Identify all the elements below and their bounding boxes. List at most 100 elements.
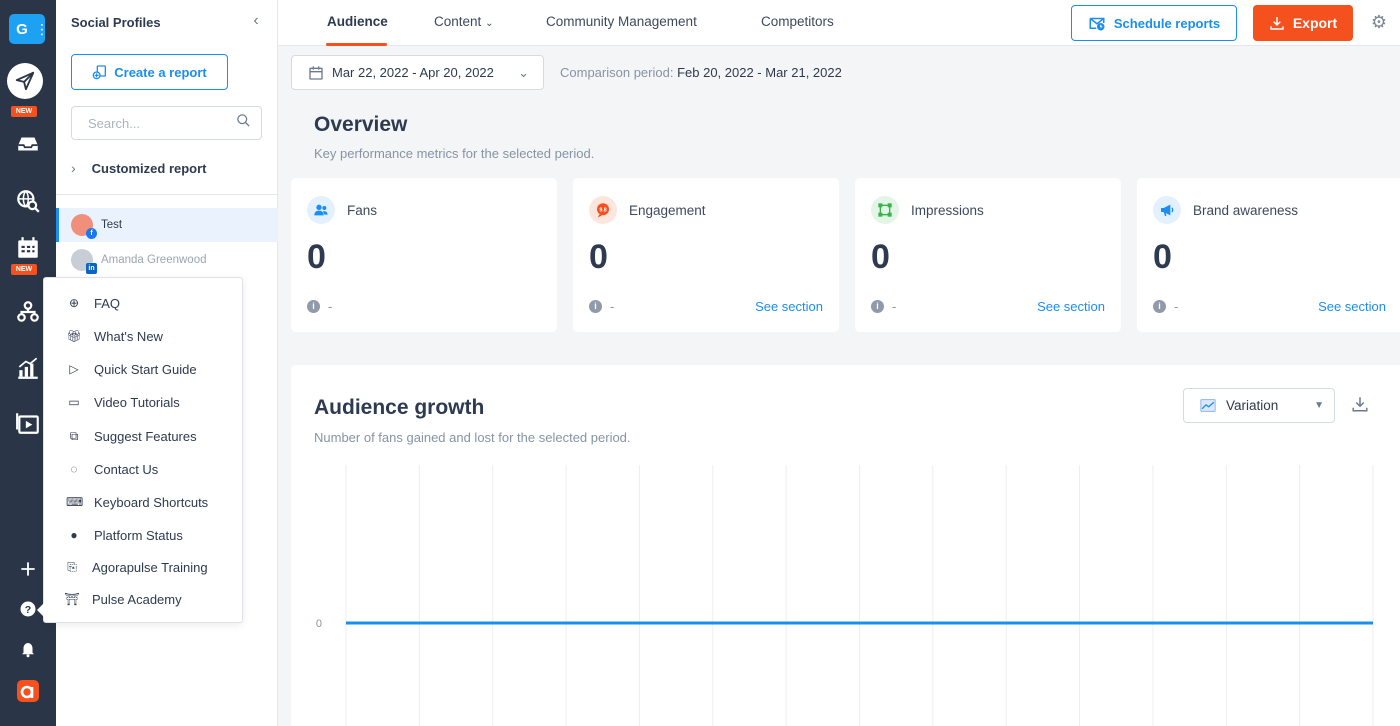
paper-plane-icon[interactable] [7, 63, 43, 99]
gear-icon[interactable]: ⚙ [1370, 12, 1388, 32]
overview-title: Overview [314, 113, 408, 136]
search-input[interactable] [88, 115, 228, 131]
kebab-icon: ⋮ [35, 21, 49, 37]
download-icon[interactable] [1351, 395, 1371, 415]
help-item-contact-us[interactable]: ◌ Contact Us [66, 458, 158, 480]
chevron-down-icon: ⌄ [485, 18, 494, 29]
y-tick-label: 0 [316, 618, 322, 630]
search-box [71, 106, 262, 140]
growth-subtitle: Number of fans gained and lost for the s… [314, 430, 631, 445]
academy-icon: ⛩︎ [64, 592, 80, 606]
listening-icon[interactable] [8, 183, 48, 219]
top-nav: Audience Content ⌄ Community Management … [278, 0, 1400, 46]
bell-icon[interactable] [8, 631, 48, 667]
see-section-link[interactable]: See section [755, 299, 823, 314]
search-icon[interactable] [236, 113, 251, 133]
schedule-reports-button[interactable]: Schedule reports [1071, 5, 1237, 41]
inbox-icon[interactable] [8, 126, 48, 162]
help-item-quick-start[interactable]: ▷ Quick Start Guide [66, 358, 197, 380]
comparison-range: Feb 20, 2022 - Mar 21, 2022 [677, 65, 842, 80]
info-icon[interactable]: i [871, 300, 884, 313]
media-library-icon[interactable] [8, 405, 48, 441]
schedule-icon [1089, 17, 1105, 31]
analytics-icon[interactable] [8, 350, 48, 386]
help-item-platform-status[interactable]: ● Platform Status [66, 524, 183, 546]
export-button[interactable]: Export [1253, 5, 1353, 41]
tab-content[interactable]: Content ⌄ [434, 14, 493, 29]
reports-icon[interactable] [8, 294, 48, 330]
help-item-label: Quick Start Guide [94, 361, 197, 377]
metric-label: Impressions [911, 203, 984, 218]
divider [56, 194, 278, 195]
variation-select[interactable]: Variation ▼ [1183, 388, 1335, 423]
plus-icon[interactable] [8, 551, 48, 587]
metric-delta-value: - [328, 299, 333, 314]
help-item-suggest-features[interactable]: ⧉ Suggest Features [66, 425, 197, 447]
help-menu-pointer [37, 603, 44, 617]
chevron-right-icon: › [71, 160, 76, 176]
metric-label: Brand awareness [1193, 203, 1299, 218]
collapse-chevron-icon[interactable]: ‹ [253, 12, 259, 29]
metric-delta: i- [1153, 299, 1178, 314]
linkedin-icon: in [86, 263, 97, 274]
play-icon: ▷ [69, 362, 79, 376]
fans-icon [307, 196, 335, 224]
tab-audience[interactable]: Audience [327, 14, 388, 29]
help-item-label: Agorapulse Training [92, 559, 208, 575]
help-icon[interactable]: ? [8, 591, 48, 627]
metric-card-fans: Fans 0 i- [291, 178, 557, 332]
chat-icon: ◌ [70, 462, 78, 476]
date-range-picker[interactable]: Mar 22, 2022 - Apr 20, 2022 ⌄ [291, 55, 544, 90]
sidebar-title: Social Profiles [71, 15, 161, 30]
help-item-label: What's New [94, 328, 163, 344]
impressions-icon [871, 196, 899, 224]
info-icon[interactable]: i [1153, 300, 1166, 313]
info-icon: ● [70, 528, 78, 542]
tab-community-management[interactable]: Community Management [546, 14, 697, 29]
profile-name: Test [101, 219, 123, 231]
engagement-icon: 9.8 [589, 196, 617, 224]
info-icon[interactable]: i [589, 300, 602, 313]
calendar-icon [309, 65, 323, 80]
profile-name: Amanda Greenwood [101, 254, 207, 266]
keyboard-icon: ⌨ [66, 495, 84, 509]
help-item-pulse-academy[interactable]: ⛩︎ Pulse Academy [64, 588, 181, 610]
avatar: in [71, 249, 97, 274]
gift-icon: 🎁︎ [66, 329, 82, 343]
metric-card-brand-awareness: Brand awareness 0 i- See section [1137, 178, 1400, 332]
workspace-letter: G [16, 20, 28, 38]
profile-item-amanda-greenwood[interactable]: in Amanda Greenwood [56, 243, 278, 277]
help-item-agorapulse-training[interactable]: ⎘ Agorapulse Training [64, 556, 208, 578]
help-menu: ⊕ FAQ 🎁︎ What's New ▷ Quick Start Guide ▭ Vi… [43, 277, 243, 623]
chart-icon [1200, 399, 1216, 412]
certificate-icon: ⎘ [67, 559, 77, 574]
info-icon[interactable]: i [307, 300, 320, 313]
help-item-label: Keyboard Shortcuts [94, 494, 209, 510]
audience-growth-panel: Audience growth Number of fans gained an… [291, 365, 1400, 726]
see-section-link[interactable]: See section [1037, 299, 1105, 314]
create-report-button[interactable]: Create a report [71, 54, 228, 90]
tab-competitors[interactable]: Competitors [761, 14, 834, 29]
metric-value: 0 [871, 238, 890, 276]
agorapulse-logo[interactable] [8, 673, 48, 709]
metric-card-engagement: 9.8 Engagement 0 i- See section [573, 178, 839, 332]
export-label: Export [1292, 15, 1338, 31]
metric-label: Fans [347, 203, 378, 218]
customized-report-toggle[interactable]: › Customized report [71, 160, 207, 176]
avatar: f [71, 214, 97, 239]
calendar-icon[interactable] [8, 230, 48, 266]
create-report-label: Create a report [114, 64, 207, 80]
profile-item-test[interactable]: f Test [56, 208, 278, 242]
help-item-whats-new[interactable]: 🎁︎ What's New [66, 325, 163, 347]
new-badge: NEW [11, 106, 37, 117]
workspace-switcher[interactable]: G ⋮ [9, 14, 49, 44]
metric-delta-value: - [610, 299, 615, 314]
see-section-link[interactable]: See section [1318, 299, 1386, 314]
variation-label: Variation [1226, 398, 1279, 413]
help-item-keyboard-shortcuts[interactable]: ⌨ Keyboard Shortcuts [66, 491, 208, 513]
tv-icon: ▭ [68, 395, 80, 409]
help-item-faq[interactable]: ⊕ FAQ [66, 292, 120, 314]
help-item-video-tutorials[interactable]: ▭ Video Tutorials [66, 391, 179, 413]
growth-title: Audience growth [314, 396, 485, 419]
metric-label: Engagement [629, 203, 706, 218]
